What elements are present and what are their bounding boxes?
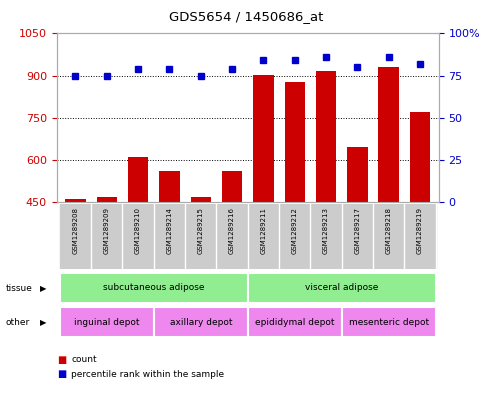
Text: axillary depot: axillary depot bbox=[170, 318, 232, 327]
Text: ■: ■ bbox=[57, 354, 66, 365]
Text: GSM1289209: GSM1289209 bbox=[104, 207, 110, 254]
Bar bbox=[248, 273, 436, 303]
Bar bbox=[128, 157, 148, 202]
Bar bbox=[216, 204, 248, 269]
Bar bbox=[65, 199, 86, 202]
Text: GSM1289218: GSM1289218 bbox=[386, 207, 391, 254]
Text: GSM1289217: GSM1289217 bbox=[354, 207, 360, 254]
Bar bbox=[404, 204, 436, 269]
Bar bbox=[373, 204, 404, 269]
Bar bbox=[159, 171, 179, 202]
Bar bbox=[191, 197, 211, 202]
Text: other: other bbox=[6, 318, 30, 327]
Bar bbox=[154, 307, 248, 337]
Text: GSM1289219: GSM1289219 bbox=[417, 207, 423, 254]
Bar bbox=[222, 171, 242, 202]
Bar bbox=[347, 147, 367, 202]
Bar bbox=[60, 273, 248, 303]
Bar bbox=[97, 197, 117, 202]
Text: GSM1289210: GSM1289210 bbox=[135, 207, 141, 254]
Bar bbox=[185, 204, 216, 269]
Bar bbox=[248, 204, 279, 269]
Bar bbox=[342, 307, 436, 337]
Bar bbox=[342, 204, 373, 269]
Text: ▶: ▶ bbox=[40, 318, 47, 327]
Text: percentile rank within the sample: percentile rank within the sample bbox=[71, 370, 225, 378]
Bar bbox=[60, 307, 154, 337]
Text: GSM1289214: GSM1289214 bbox=[167, 207, 173, 254]
Bar bbox=[248, 307, 342, 337]
Bar bbox=[60, 204, 91, 269]
Text: GSM1289213: GSM1289213 bbox=[323, 207, 329, 254]
Text: ▶: ▶ bbox=[40, 284, 47, 292]
Bar bbox=[91, 204, 122, 269]
Text: GSM1289211: GSM1289211 bbox=[260, 207, 266, 254]
Text: ■: ■ bbox=[57, 369, 66, 379]
Text: subcutaneous adipose: subcutaneous adipose bbox=[103, 283, 205, 292]
Text: GSM1289212: GSM1289212 bbox=[292, 207, 298, 254]
Text: count: count bbox=[71, 355, 97, 364]
Text: GSM1289215: GSM1289215 bbox=[198, 207, 204, 254]
Text: inguinal depot: inguinal depot bbox=[74, 318, 140, 327]
Bar bbox=[122, 204, 154, 269]
Text: tissue: tissue bbox=[6, 284, 33, 292]
Bar bbox=[154, 204, 185, 269]
Text: mesenteric depot: mesenteric depot bbox=[349, 318, 429, 327]
Bar bbox=[311, 204, 342, 269]
Bar bbox=[279, 204, 311, 269]
Bar bbox=[379, 67, 399, 202]
Text: GDS5654 / 1450686_at: GDS5654 / 1450686_at bbox=[169, 10, 324, 23]
Text: GSM1289216: GSM1289216 bbox=[229, 207, 235, 254]
Text: GSM1289208: GSM1289208 bbox=[72, 207, 78, 254]
Text: epididymal depot: epididymal depot bbox=[255, 318, 334, 327]
Bar bbox=[253, 75, 274, 202]
Bar bbox=[410, 112, 430, 202]
Bar bbox=[284, 82, 305, 202]
Text: visceral adipose: visceral adipose bbox=[305, 283, 378, 292]
Bar bbox=[316, 71, 336, 202]
